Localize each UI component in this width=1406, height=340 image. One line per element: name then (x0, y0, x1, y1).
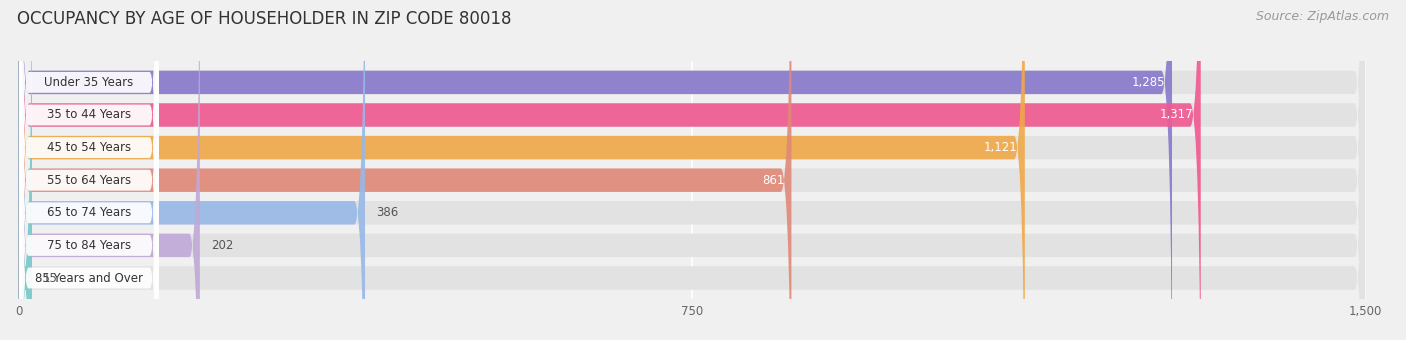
Text: 55 to 64 Years: 55 to 64 Years (46, 174, 131, 187)
FancyBboxPatch shape (18, 0, 1365, 340)
FancyBboxPatch shape (18, 0, 1201, 340)
Text: Under 35 Years: Under 35 Years (45, 76, 134, 89)
FancyBboxPatch shape (20, 0, 159, 340)
FancyBboxPatch shape (18, 0, 1365, 340)
FancyBboxPatch shape (18, 0, 200, 340)
Text: 75 to 84 Years: 75 to 84 Years (46, 239, 131, 252)
Text: Source: ZipAtlas.com: Source: ZipAtlas.com (1256, 10, 1389, 23)
Text: 65 to 74 Years: 65 to 74 Years (46, 206, 131, 219)
Text: 1,317: 1,317 (1160, 108, 1194, 121)
Text: 202: 202 (211, 239, 233, 252)
Text: 386: 386 (375, 206, 398, 219)
Text: 861: 861 (762, 174, 785, 187)
FancyBboxPatch shape (18, 0, 366, 340)
FancyBboxPatch shape (18, 0, 792, 340)
FancyBboxPatch shape (18, 0, 1365, 340)
Text: 1,285: 1,285 (1132, 76, 1164, 89)
FancyBboxPatch shape (20, 0, 159, 340)
Text: 45 to 54 Years: 45 to 54 Years (46, 141, 131, 154)
FancyBboxPatch shape (18, 0, 1365, 340)
FancyBboxPatch shape (20, 0, 159, 340)
FancyBboxPatch shape (20, 0, 159, 340)
FancyBboxPatch shape (20, 0, 159, 340)
Text: 85 Years and Over: 85 Years and Over (35, 272, 143, 285)
FancyBboxPatch shape (18, 0, 1025, 340)
FancyBboxPatch shape (18, 0, 1365, 340)
Text: 35 to 44 Years: 35 to 44 Years (46, 108, 131, 121)
Text: 15: 15 (42, 272, 58, 285)
FancyBboxPatch shape (20, 0, 159, 340)
FancyBboxPatch shape (18, 0, 1173, 340)
FancyBboxPatch shape (20, 0, 159, 340)
Text: 1,121: 1,121 (984, 141, 1018, 154)
Text: OCCUPANCY BY AGE OF HOUSEHOLDER IN ZIP CODE 80018: OCCUPANCY BY AGE OF HOUSEHOLDER IN ZIP C… (17, 10, 512, 28)
FancyBboxPatch shape (18, 0, 1365, 340)
FancyBboxPatch shape (18, 0, 1365, 340)
FancyBboxPatch shape (18, 0, 32, 340)
